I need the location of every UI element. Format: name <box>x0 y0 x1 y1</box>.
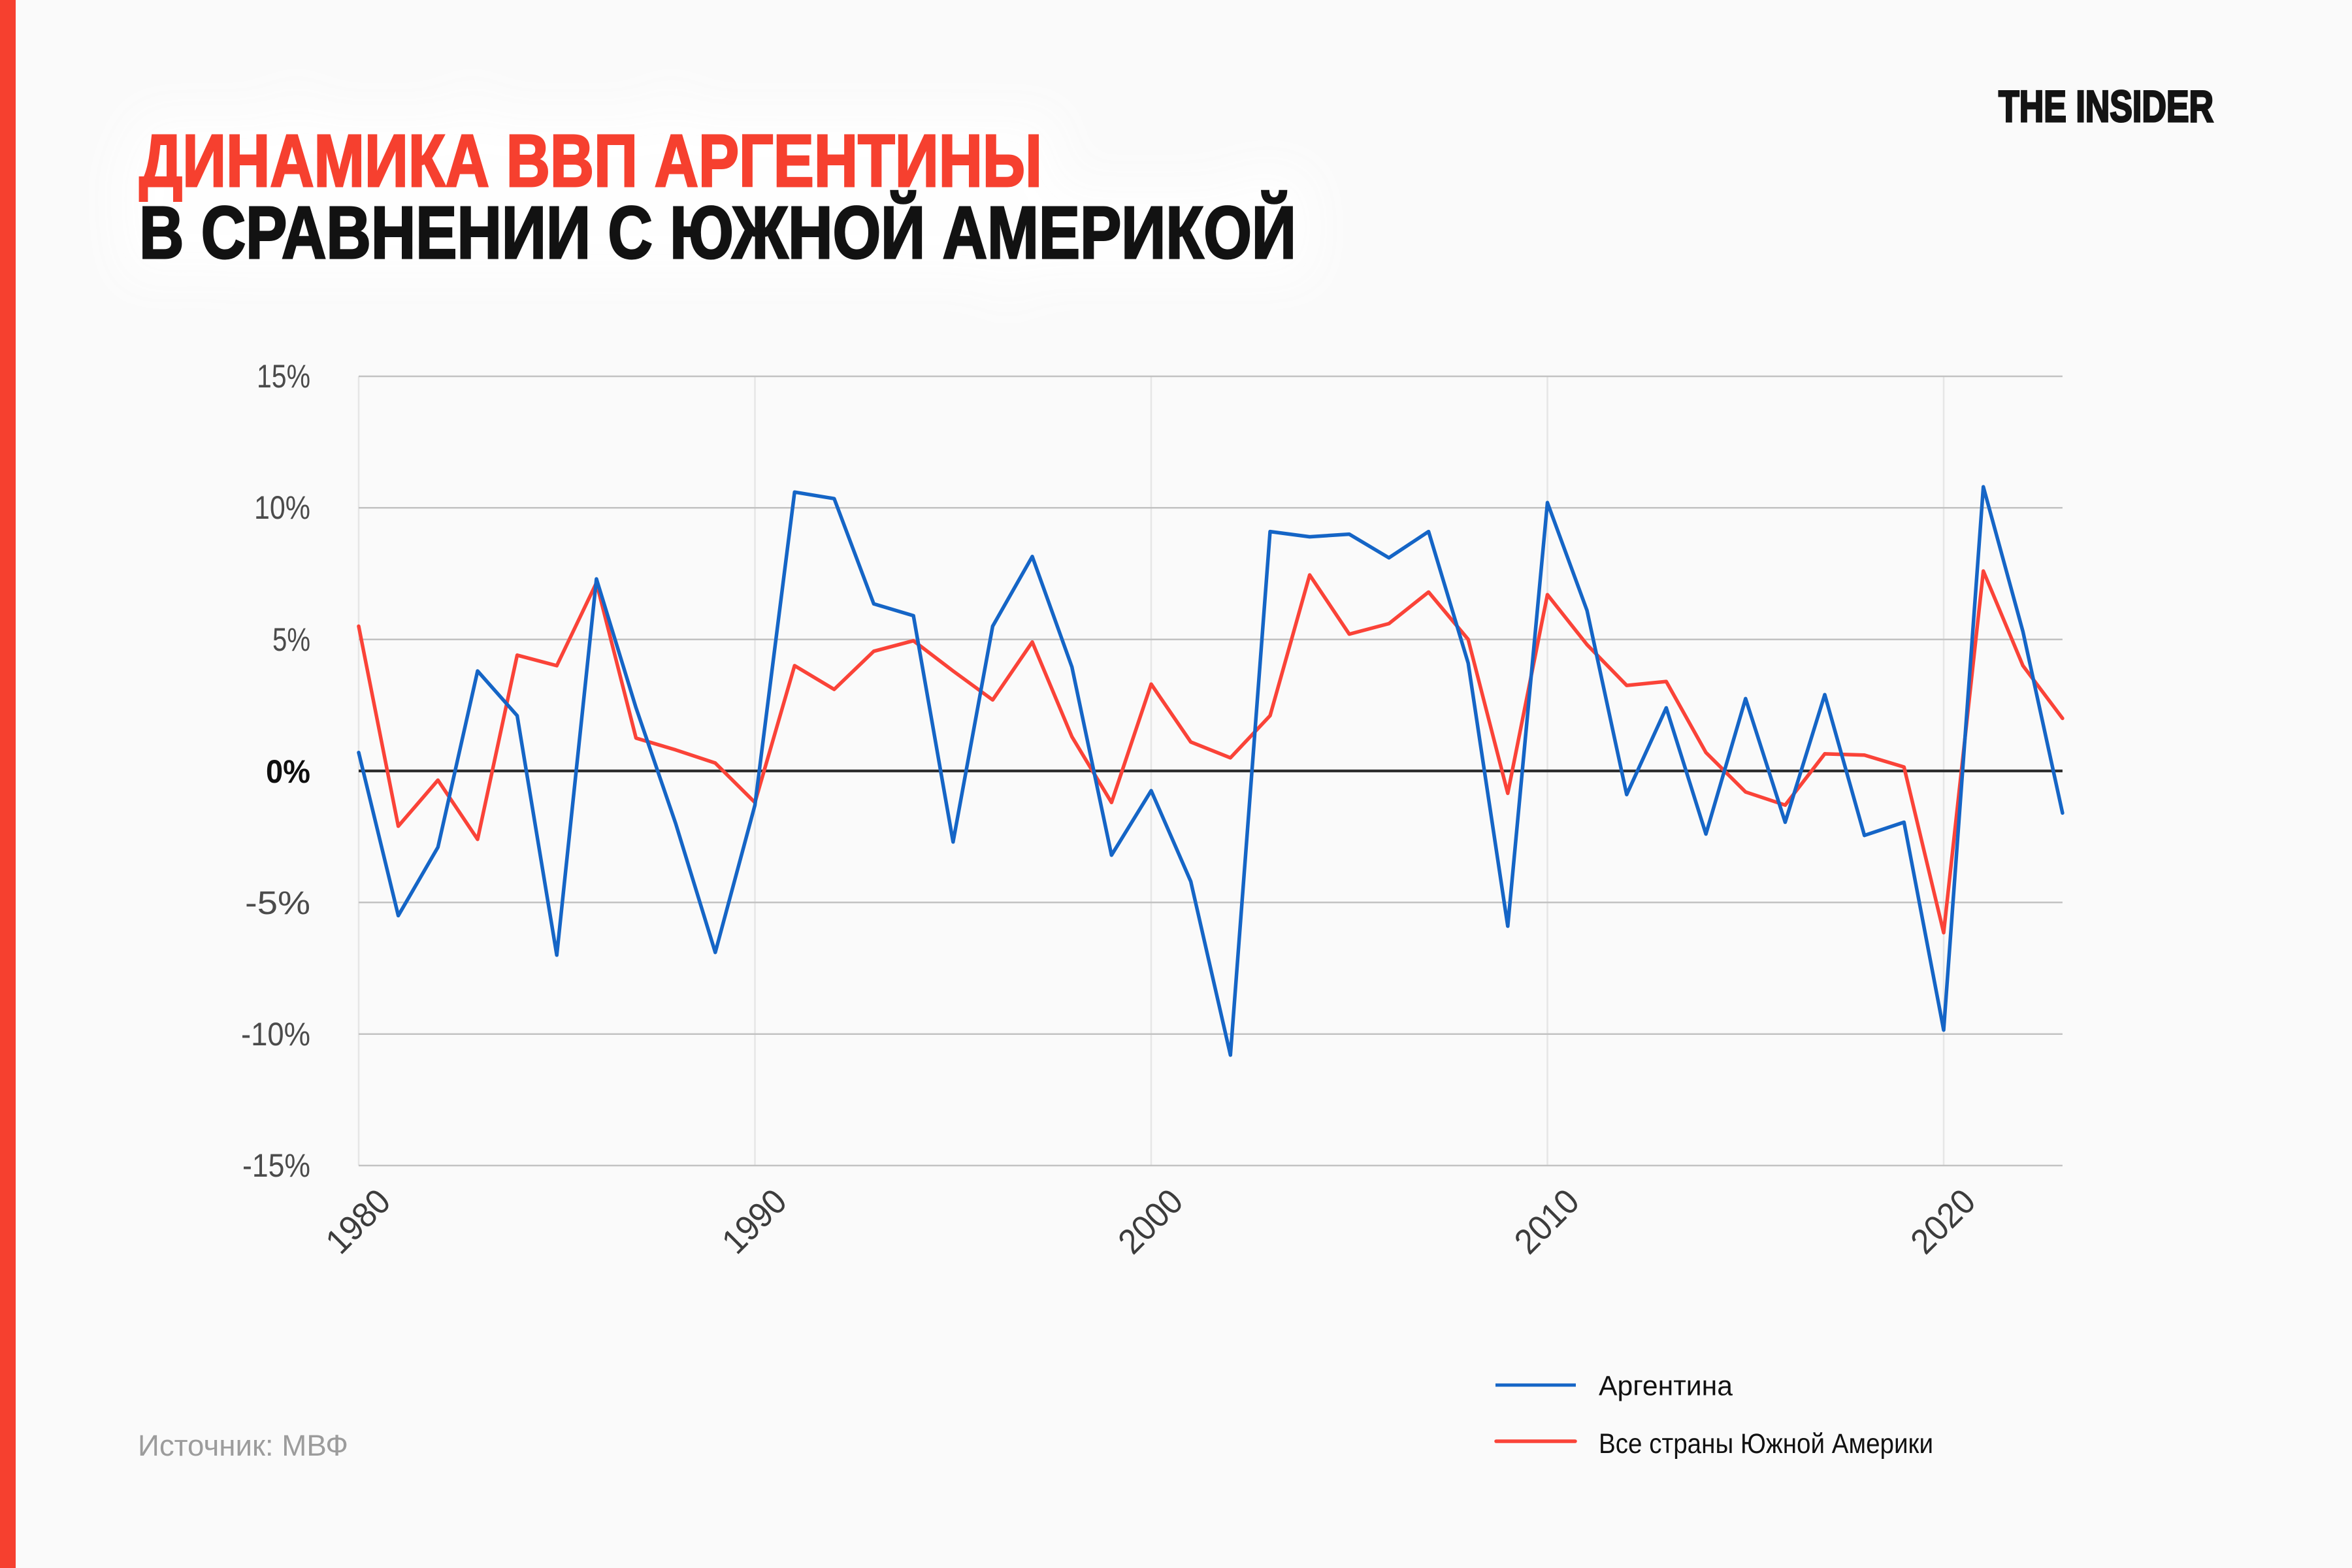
svg-text:1980: 1980 <box>318 1182 398 1262</box>
svg-text:5%: 5% <box>272 621 310 658</box>
svg-text:1990: 1990 <box>715 1182 794 1262</box>
svg-text:2020: 2020 <box>1903 1182 1983 1262</box>
svg-text:В СРАВНЕНИИ С ЮЖНОЙ АМЕРИКОЙ: В СРАВНЕНИИ С ЮЖНОЙ АМЕРИКОЙ <box>139 191 1296 274</box>
svg-text:10%: 10% <box>254 489 310 526</box>
svg-text:ДИНАМИКА ВВП АРГЕНТИНЫ: ДИНАМИКА ВВП АРГЕНТИНЫ <box>139 120 1042 202</box>
svg-text:-15%: -15% <box>242 1147 310 1184</box>
svg-text:15%: 15% <box>257 358 310 395</box>
svg-text:ДИНАМИКА ВВП АРГЕНТИНЫ: ДИНАМИКА ВВП АРГЕНТИНЫ <box>139 120 1042 202</box>
svg-text:2010: 2010 <box>1507 1182 1587 1262</box>
svg-text:Все страны Южной Америки: Все страны Южной Америки <box>1599 1428 1933 1460</box>
svg-text:0%: 0% <box>266 753 310 790</box>
svg-text:-10%: -10% <box>241 1016 310 1053</box>
svg-text:THE INSIDER: THE INSIDER <box>1999 82 2213 131</box>
svg-text:Аргентина: Аргентина <box>1599 1371 1733 1402</box>
svg-text:Источник: МВФ: Источник: МВФ <box>138 1429 348 1462</box>
svg-text:-5%: -5% <box>245 885 310 921</box>
svg-text:В СРАВНЕНИИ С ЮЖНОЙ АМЕРИКОЙ: В СРАВНЕНИИ С ЮЖНОЙ АМЕРИКОЙ <box>139 191 1296 274</box>
svg-text:2000: 2000 <box>1111 1182 1190 1262</box>
